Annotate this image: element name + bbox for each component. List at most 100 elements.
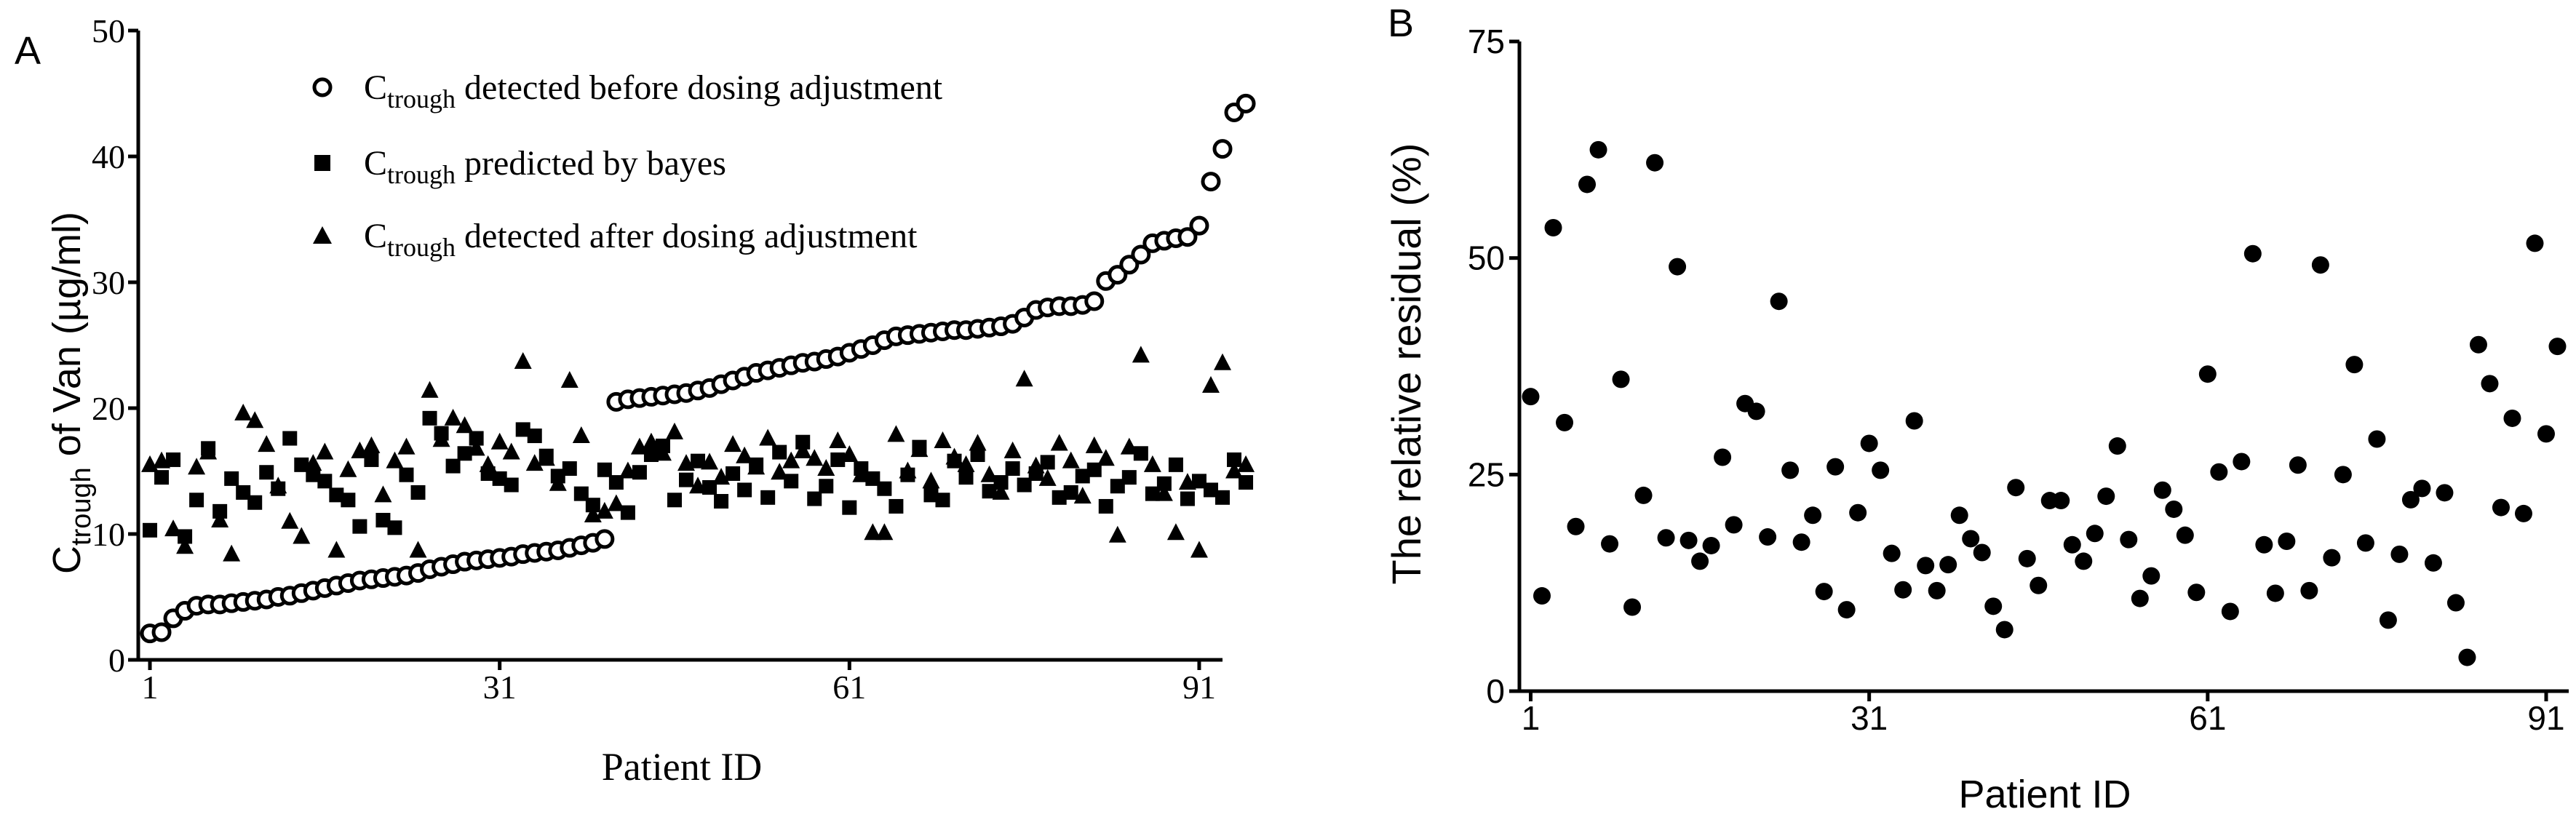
x-tick-label: 31 — [483, 669, 517, 706]
point-after-adjustment — [199, 442, 218, 460]
point-relative-residual — [2153, 481, 2171, 499]
point-bayes-predicted — [877, 481, 892, 496]
point-after-adjustment — [1073, 487, 1092, 504]
point-bayes-predicted — [1098, 498, 1113, 514]
point-bayes-predicted — [1133, 446, 1148, 461]
point-bayes-predicted — [970, 447, 985, 463]
point-relative-residual — [2446, 594, 2465, 612]
point-relative-residual — [2120, 530, 2138, 549]
legend-marker-square — [314, 155, 330, 171]
point-after-adjustment — [653, 444, 672, 461]
point-after-adjustment — [374, 485, 392, 503]
point-relative-residual — [2165, 500, 2183, 518]
point-after-adjustment — [1214, 353, 1231, 370]
point-bayes-predicted — [807, 491, 822, 506]
point-after-adjustment — [514, 351, 532, 369]
point-relative-residual — [1939, 556, 1957, 574]
point-after-adjustment — [642, 432, 660, 450]
point-relative-residual — [2052, 492, 2070, 510]
point-bayes-predicted — [830, 452, 846, 467]
point-after-adjustment — [234, 403, 253, 421]
point-relative-residual — [2086, 525, 2104, 543]
point-relative-residual — [1679, 531, 1698, 549]
point-bayes-predicted — [819, 479, 834, 494]
y-tick-label: 20 — [92, 390, 125, 427]
point-bayes-predicted — [889, 498, 904, 514]
point-relative-residual — [1612, 370, 1630, 388]
point-after-adjustment — [1050, 434, 1068, 451]
point-bayes-predicted — [1063, 485, 1078, 500]
point-relative-residual — [1849, 503, 1867, 522]
point-bayes-predicted — [737, 482, 752, 498]
point-after-adjustment — [1120, 437, 1138, 455]
point-relative-residual — [1950, 506, 1968, 525]
point-bayes-predicted — [608, 475, 624, 490]
point-relative-residual — [2289, 456, 2307, 474]
point-relative-residual — [1804, 506, 1822, 525]
point-before-adjustment — [151, 622, 172, 642]
point-bayes-predicted — [143, 522, 158, 538]
point-bayes-predicted — [341, 493, 356, 508]
point-bayes-predicted — [1180, 491, 1195, 506]
point-after-adjustment — [595, 501, 613, 519]
y-tick-label: 50 — [92, 12, 125, 49]
point-bayes-predicted — [1239, 475, 1254, 490]
point-after-adjustment — [1166, 523, 1185, 541]
panel-b: B 0 25 50 75 1 31 61 91 Patient ID The relativ… — [1383, 1, 2569, 816]
point-after-adjustment — [479, 455, 497, 472]
point-after-adjustment — [223, 544, 241, 562]
point-relative-residual — [1962, 530, 1980, 548]
point-bayes-predicted — [504, 477, 519, 493]
y-tick-label: 50 — [1468, 239, 1505, 277]
point-after-adjustment — [1108, 525, 1126, 543]
point-bayes-predicted — [306, 467, 321, 482]
point-relative-residual — [2503, 409, 2521, 427]
point-relative-residual — [1623, 598, 1642, 616]
point-after-adjustment — [852, 465, 870, 482]
point-before-adjustment — [1189, 215, 1209, 236]
point-after-adjustment — [840, 445, 859, 463]
point-after-adjustment — [957, 455, 975, 472]
point-bayes-predicted — [457, 446, 472, 461]
panel-a-axes — [136, 31, 1223, 662]
point-bayes-predicted — [352, 519, 367, 534]
x-tick-label: 31 — [1850, 699, 1888, 737]
point-relative-residual — [1928, 581, 1946, 599]
point-relative-residual — [1815, 583, 1833, 601]
point-bayes-predicted — [562, 461, 577, 477]
panel-b-y-ticks: 0 25 50 75 — [1468, 23, 1519, 710]
point-bayes-predicted — [178, 529, 193, 544]
point-after-adjustment — [1027, 456, 1045, 474]
point-relative-residual — [2221, 602, 2239, 621]
point-bayes-predicted — [329, 487, 344, 503]
legend-label-before: Ctrough detected before dosing adjustmen… — [364, 68, 943, 113]
point-bayes-predicted — [224, 471, 239, 486]
panel-a-x-axis-label: Patient ID — [602, 745, 762, 789]
y-tick-label: 0 — [108, 642, 125, 679]
point-relative-residual — [2300, 581, 2318, 599]
point-after-adjustment — [164, 519, 183, 537]
point-relative-residual — [1860, 434, 1878, 453]
panel-a-label: A — [15, 29, 41, 73]
point-relative-residual — [2379, 611, 2397, 629]
point-after-adjustment — [1143, 455, 1161, 472]
point-relative-residual — [1984, 597, 2003, 615]
panel-a-y-ticks: 0 10 20 30 40 50 — [92, 12, 138, 679]
point-relative-residual — [1759, 528, 1777, 546]
point-before-adjustment — [1177, 227, 1198, 247]
point-after-adjustment — [736, 446, 754, 463]
point-bayes-predicted — [1227, 452, 1242, 467]
point-relative-residual — [1634, 486, 1653, 504]
point-relative-residual — [2007, 479, 2025, 497]
point-relative-residual — [2323, 549, 2341, 567]
point-relative-residual — [1522, 388, 1540, 406]
point-relative-residual — [1917, 557, 1935, 575]
point-after-adjustment — [339, 460, 357, 477]
point-after-adjustment — [747, 458, 766, 475]
panel-a-x-ticks: 1 31 61 91 — [142, 660, 1216, 706]
point-bayes-predicted — [667, 493, 682, 508]
point-relative-residual — [2514, 504, 2532, 522]
point-relative-residual — [1894, 581, 1912, 599]
point-after-adjustment — [829, 431, 847, 448]
point-relative-residual — [2063, 535, 2081, 554]
